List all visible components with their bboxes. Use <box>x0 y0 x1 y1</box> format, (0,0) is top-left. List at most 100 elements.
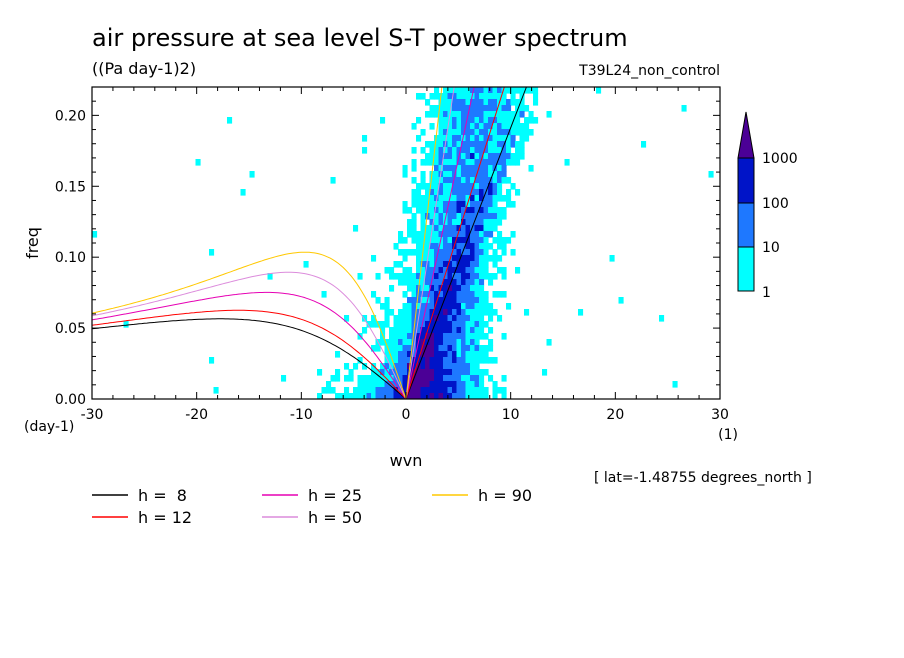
heatmap-cell <box>488 183 494 190</box>
heatmap-cell <box>470 171 476 178</box>
heatmap-cell <box>510 111 516 118</box>
heatmap-cell <box>470 219 476 226</box>
heatmap-cell <box>429 351 435 358</box>
heatmap-cell <box>416 231 422 238</box>
heatmap-cell <box>92 231 98 238</box>
heatmap-cell <box>515 117 521 124</box>
heatmap-cell <box>447 93 453 100</box>
heatmap-cell <box>465 135 471 142</box>
heatmap-cell <box>447 303 453 310</box>
heatmap-cell <box>402 381 408 388</box>
heatmap-cell <box>434 315 440 322</box>
heatmap-cell <box>474 237 480 244</box>
heatmap-cell <box>438 369 444 376</box>
heatmap-cell <box>447 141 453 148</box>
heatmap-cell <box>398 231 404 238</box>
heatmap-cell <box>497 117 503 124</box>
heatmap-cell <box>470 303 476 310</box>
heatmap-cell <box>429 375 435 382</box>
heatmap-cell <box>393 261 399 268</box>
heatmap-cell <box>492 141 498 148</box>
colorbar-swatch <box>737 246 755 292</box>
heatmap-cell <box>497 141 503 148</box>
heatmap-cell <box>474 129 480 136</box>
heatmap-cell <box>393 351 399 358</box>
heatmap-cell <box>416 183 422 190</box>
heatmap-cell <box>461 129 467 136</box>
heatmap-cell <box>416 345 422 352</box>
heatmap-cell <box>353 363 359 370</box>
experiment-label: T39L24_non_control <box>578 63 720 79</box>
heatmap-cell <box>479 321 485 328</box>
heatmap-cell <box>411 237 417 244</box>
heatmap-cell <box>447 177 453 184</box>
heatmap-cell <box>438 129 444 136</box>
heatmap-cell <box>474 303 480 310</box>
heatmap-cell <box>461 201 467 208</box>
heatmap-cell <box>380 381 386 388</box>
heatmap-cell <box>438 321 444 328</box>
heatmap-cell <box>497 267 503 274</box>
heatmap-cell <box>456 357 462 364</box>
heatmap-cell <box>564 159 570 166</box>
heatmap-cell <box>470 207 476 214</box>
heatmap-cell <box>465 261 471 268</box>
heatmap-cell <box>407 297 413 304</box>
heatmap-cell <box>434 363 440 370</box>
heatmap-cell <box>488 255 494 262</box>
heatmap-cell <box>447 369 453 376</box>
heatmap-cell <box>474 249 480 256</box>
heatmap-cell <box>452 165 458 172</box>
heatmap-cell <box>452 279 458 286</box>
heatmap-cell <box>209 357 215 364</box>
heatmap-cell <box>510 231 516 238</box>
heatmap-cell <box>461 141 467 148</box>
heatmap-cell <box>402 267 408 274</box>
heatmap-cell <box>375 387 381 394</box>
heatmap-cell <box>411 381 417 388</box>
heatmap-cell <box>438 381 444 388</box>
heatmap-cell <box>443 381 449 388</box>
heatmap-cell <box>411 393 417 399</box>
heatmap-cell <box>479 261 485 268</box>
heatmap-cell <box>402 165 408 172</box>
heatmap-cell <box>479 387 485 394</box>
y-tick-label: 0.05 <box>55 321 86 337</box>
heatmap-cell <box>438 207 444 214</box>
heatmap-cell <box>497 231 503 238</box>
heatmap-cell <box>506 147 512 154</box>
heatmap-cell <box>420 363 426 370</box>
heatmap-cell <box>456 195 462 202</box>
heatmap-cell <box>398 273 404 280</box>
heatmap-cell <box>470 195 476 202</box>
heatmap-cell <box>506 111 512 118</box>
heatmap-cell <box>461 231 467 238</box>
heatmap-cell <box>470 153 476 160</box>
heatmap-cell <box>506 237 512 244</box>
heatmap-cell <box>474 93 480 100</box>
heatmap-cell <box>447 117 453 124</box>
heatmap-cell <box>479 315 485 322</box>
heatmap-cell <box>465 375 471 382</box>
heatmap-cell <box>488 339 494 346</box>
heatmap-cell <box>362 327 368 334</box>
heatmap-cell <box>465 345 471 352</box>
heatmap-cell <box>438 303 444 310</box>
heatmap-cell <box>470 339 476 346</box>
heatmap-cell <box>474 123 480 130</box>
heatmap-cell <box>546 111 552 118</box>
heatmap-cell <box>402 333 408 340</box>
heatmap-cell <box>380 369 386 376</box>
heatmap-cell <box>497 315 503 322</box>
heatmap-cell <box>438 147 444 154</box>
heatmap-cell <box>483 273 489 280</box>
heatmap-cell <box>425 285 431 292</box>
heatmap-cell <box>492 117 498 124</box>
heatmap-cell <box>497 243 503 250</box>
heatmap-cell <box>443 351 449 358</box>
heatmap-cell <box>407 339 413 346</box>
heatmap-cell <box>420 333 426 340</box>
heatmap-cell <box>474 99 480 106</box>
heatmap-cell <box>411 147 417 154</box>
heatmap-cell <box>519 99 525 106</box>
